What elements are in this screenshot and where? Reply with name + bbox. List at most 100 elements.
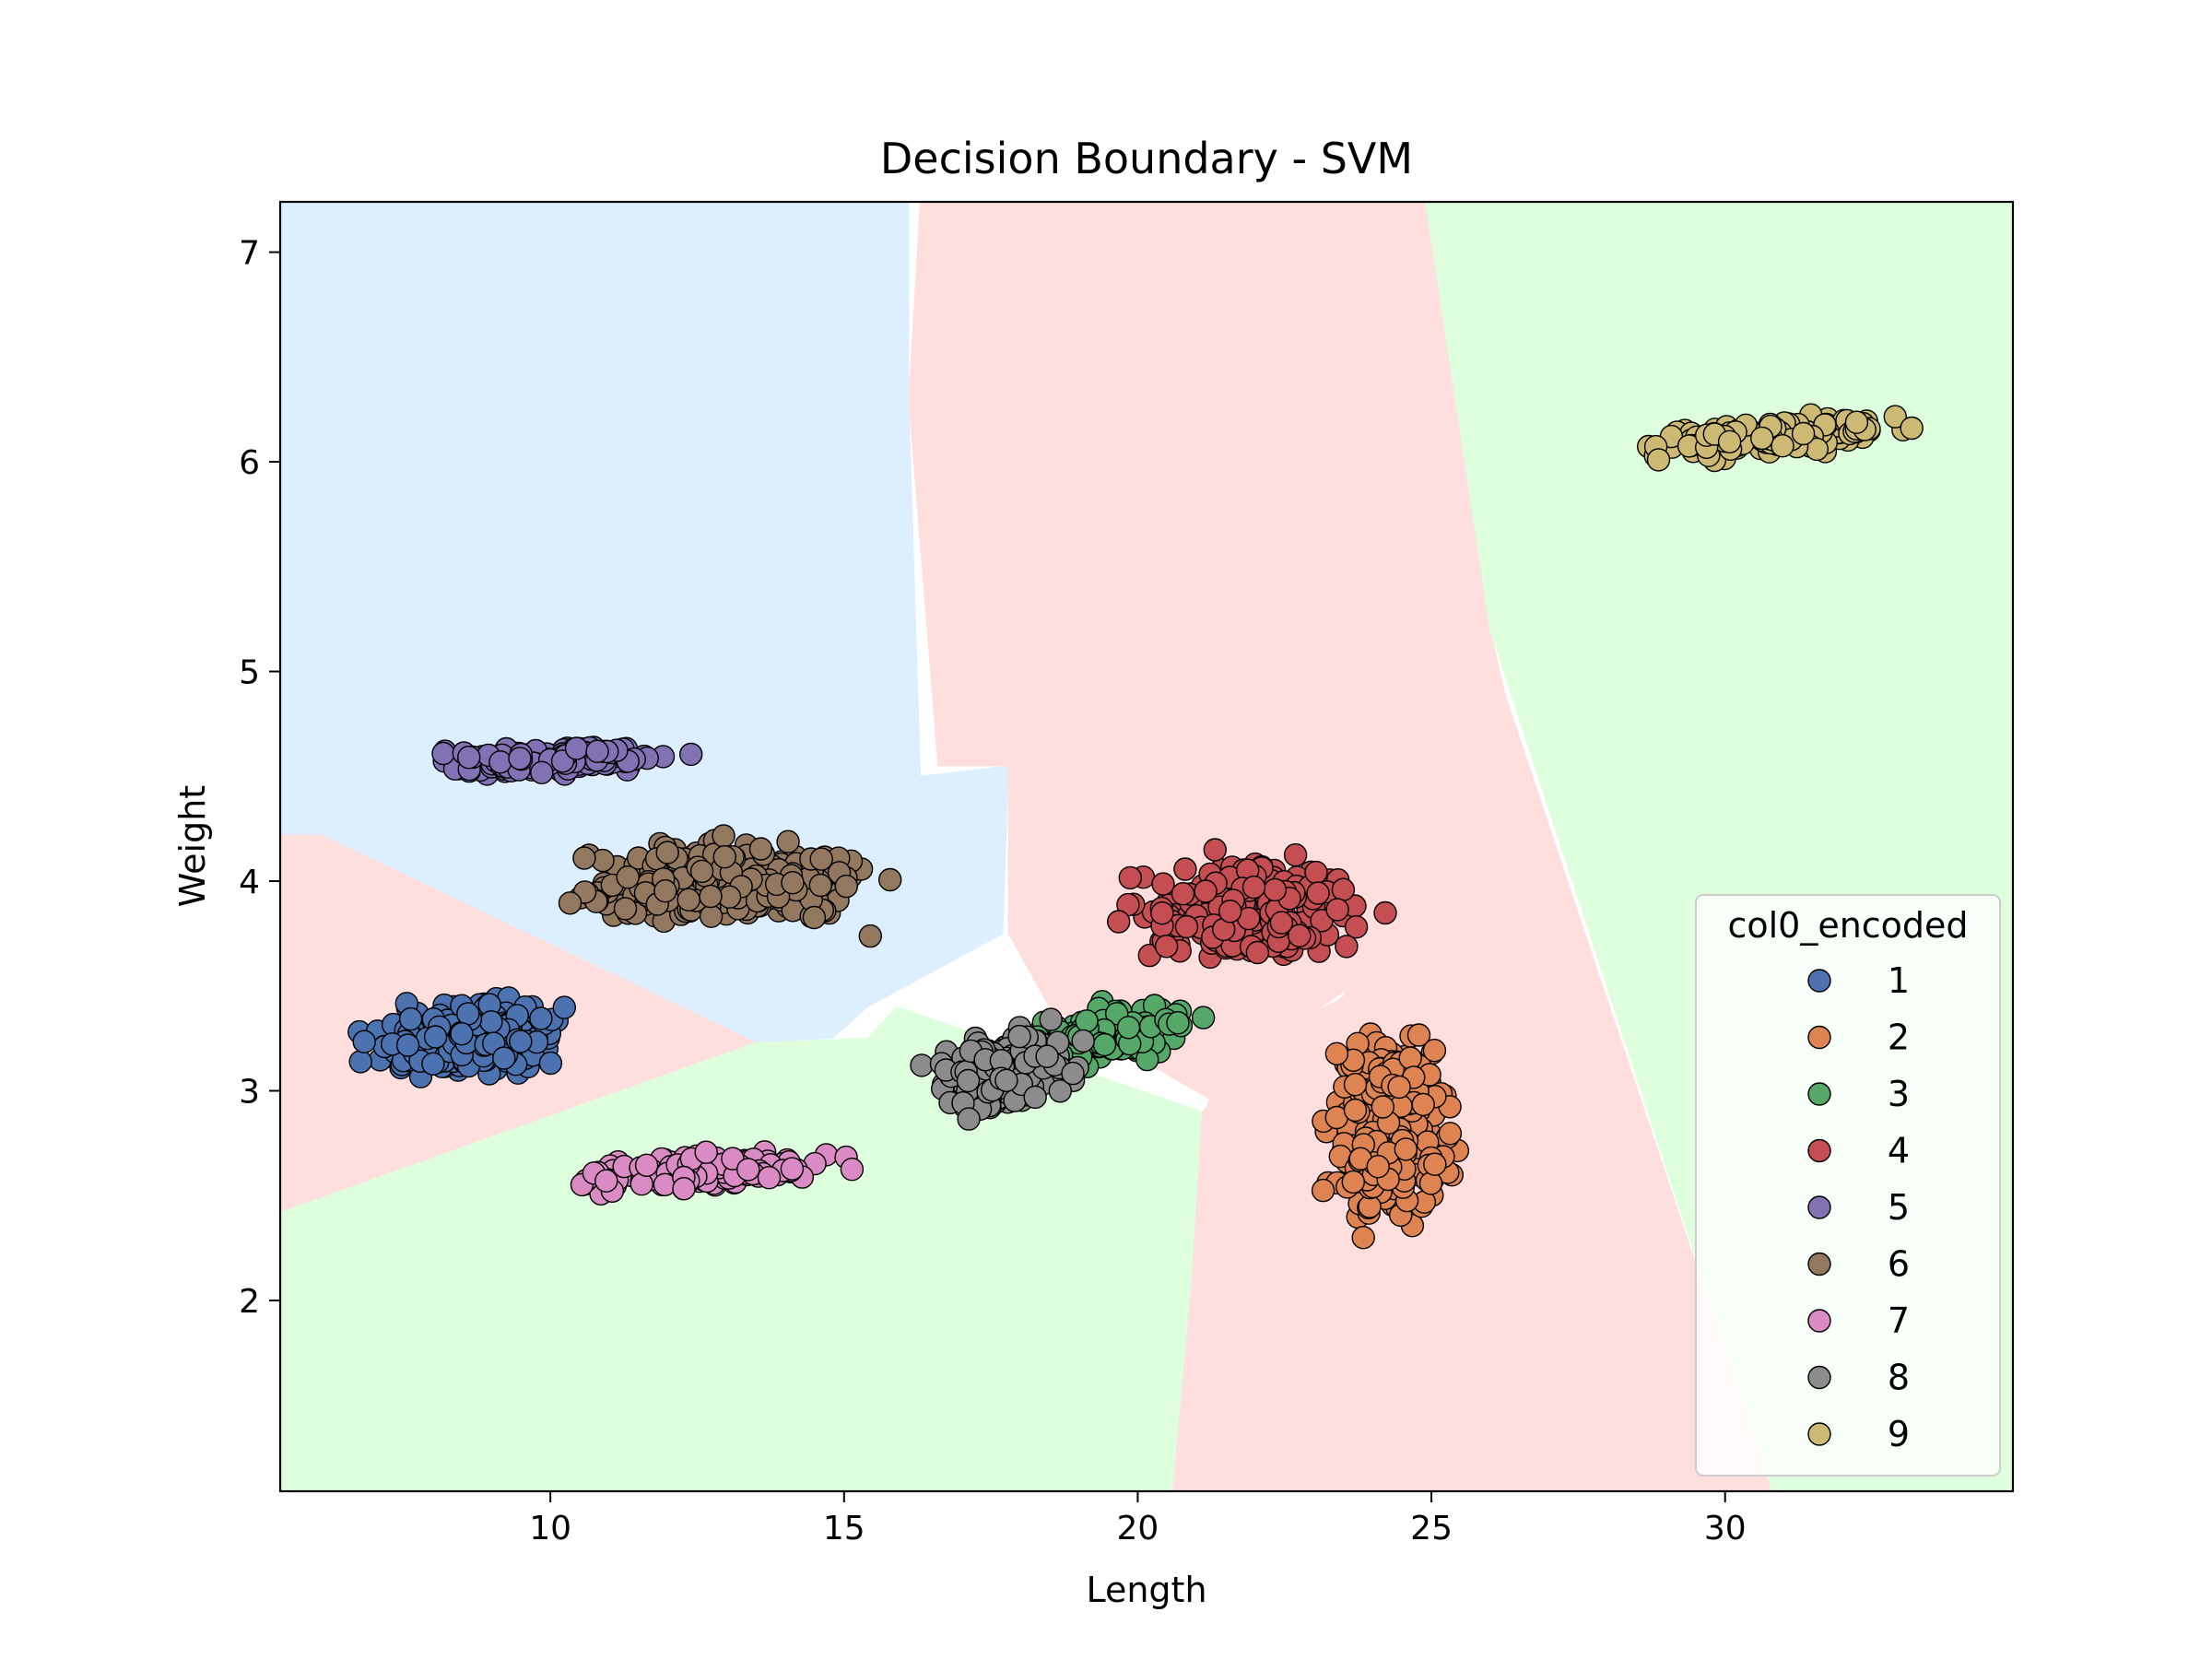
point-series-4: [1304, 860, 1328, 885]
point-series-6: [776, 830, 800, 853]
point-series-4: [1203, 838, 1228, 862]
point-series-7: [672, 1176, 696, 1201]
point-series-6: [808, 873, 832, 898]
point-series-8: [1035, 1044, 1059, 1068]
point-series-1: [509, 1030, 533, 1053]
point-series-9: [1844, 410, 1869, 434]
region-red-5: [1172, 649, 1773, 1491]
point-series-4: [1154, 935, 1179, 959]
point-series-9: [1771, 434, 1794, 458]
point-series-2: [1406, 1023, 1431, 1047]
point-series-2: [1387, 1075, 1411, 1100]
legend-marker-8: [1807, 1365, 1831, 1390]
point-series-1: [552, 995, 576, 1019]
point-series-1: [421, 1052, 445, 1077]
point-series-4: [1283, 842, 1308, 867]
point-series-3: [1075, 1009, 1099, 1033]
point-series-1: [529, 1006, 553, 1030]
point-series-2: [1371, 1095, 1395, 1119]
point-series-2: [1418, 1171, 1443, 1195]
point-series-1: [456, 1002, 480, 1026]
legend-box: [1695, 894, 2001, 1477]
legend-marker-2: [1807, 1025, 1831, 1050]
y-axis-ticks: 2 3 4 5 6 7: [239, 235, 280, 1321]
point-series-6: [809, 847, 833, 871]
point-series-4: [1118, 865, 1143, 890]
point-series-3: [1116, 1016, 1141, 1040]
point-series-4: [1344, 915, 1369, 939]
point-series-1: [423, 1025, 448, 1049]
legend-label-5: 5: [1888, 1187, 1910, 1228]
point-series-8: [910, 1053, 934, 1077]
series-1: [347, 986, 576, 1088]
point-series-9: [1717, 429, 1742, 453]
point-series-7: [694, 1140, 718, 1164]
point-series-8: [1048, 1079, 1073, 1103]
point-series-7: [840, 1157, 865, 1182]
point-series-8: [1023, 1085, 1047, 1110]
point-series-7: [780, 1157, 805, 1181]
point-series-1: [398, 1006, 423, 1031]
point-series-5: [679, 742, 703, 767]
legend-label-1: 1: [1888, 960, 1910, 1001]
series-9: [1636, 403, 1924, 473]
point-series-5: [488, 750, 512, 774]
point-series-3: [1191, 1006, 1216, 1030]
legend-marker-3: [1807, 1082, 1831, 1106]
point-series-6: [572, 846, 596, 870]
chart-title: Decision Boundary - SVM: [880, 134, 1413, 183]
point-series-5: [431, 741, 455, 766]
point-series-8: [1039, 1007, 1063, 1031]
point-series-1: [479, 1010, 503, 1034]
series-7: [570, 1140, 865, 1206]
point-series-6: [712, 824, 735, 848]
point-series-1: [395, 1033, 420, 1057]
point-series-8: [1061, 1061, 1085, 1086]
point-series-4: [1373, 900, 1397, 925]
point-series-4: [1171, 882, 1195, 906]
y-axis-label: Weight: [172, 785, 213, 907]
point-series-4: [1150, 901, 1174, 925]
legend-label-8: 8: [1888, 1358, 1910, 1398]
legend-label-7: 7: [1888, 1300, 1910, 1341]
point-series-2: [1423, 1152, 1447, 1176]
y-tick-label: 3: [239, 1074, 260, 1112]
point-series-2: [1398, 1046, 1422, 1070]
legend: col0_encoded 1 2 3 4 5 6 7 8 9: [1695, 894, 2001, 1477]
point-series-1: [492, 1046, 516, 1070]
legend-marker-7: [1807, 1309, 1831, 1333]
point-series-4: [1335, 935, 1359, 959]
point-series-6: [834, 874, 858, 899]
y-tick-label: 5: [239, 654, 260, 692]
point-series-7: [594, 1169, 618, 1193]
point-series-2: [1438, 1122, 1463, 1146]
legend-label-3: 3: [1888, 1074, 1910, 1114]
point-series-2: [1343, 1072, 1368, 1097]
point-series-1: [348, 1050, 372, 1074]
legend-label-4: 4: [1888, 1131, 1910, 1171]
point-series-1: [450, 1021, 474, 1046]
point-series-9: [1791, 421, 1816, 446]
point-series-6: [802, 905, 827, 930]
point-series-6: [613, 897, 638, 921]
series-4: [1106, 838, 1397, 970]
point-series-2: [1422, 1038, 1447, 1063]
point-series-8: [957, 1107, 981, 1131]
plot-frame: [278, 200, 2015, 1493]
point-series-7: [757, 1165, 782, 1190]
point-series-5: [530, 760, 554, 784]
point-series-3: [1166, 1010, 1190, 1035]
point-series-6: [858, 924, 882, 948]
point-series-4: [1306, 881, 1330, 905]
legend-marker-4: [1807, 1138, 1831, 1163]
point-series-6: [677, 888, 700, 912]
legend-marker-1: [1807, 969, 1831, 993]
series-8: [910, 1007, 1095, 1131]
x-axis-label: Length: [1086, 1570, 1206, 1610]
point-series-6: [655, 841, 679, 865]
point-series-8: [956, 1068, 981, 1093]
y-tick-label: 2: [239, 1283, 260, 1321]
legend-title: col0_encoded: [1727, 905, 1968, 946]
point-series-6: [616, 865, 640, 889]
